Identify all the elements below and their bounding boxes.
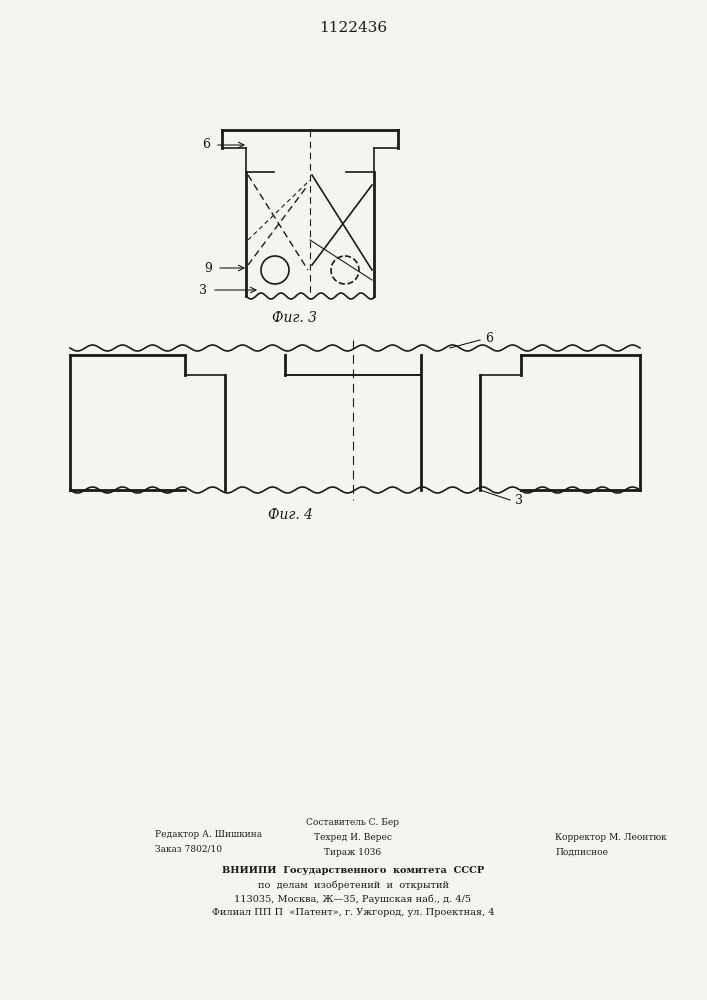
Text: 6: 6: [202, 137, 210, 150]
Text: Редактор А. Шишкина: Редактор А. Шишкина: [155, 830, 262, 839]
Text: Составитель С. Бер: Составитель С. Бер: [307, 818, 399, 827]
Text: 9: 9: [204, 261, 212, 274]
Text: 3: 3: [199, 284, 207, 296]
Text: Подписное: Подписное: [555, 848, 608, 857]
Text: Фиг. 4: Фиг. 4: [267, 508, 312, 522]
Text: по  делам  изобретений  и  открытий: по делам изобретений и открытий: [257, 880, 448, 890]
Text: ВНИИПИ  Государственного  комитета  СССР: ВНИИПИ Государственного комитета СССР: [222, 866, 484, 875]
Text: Тираж 1036: Тираж 1036: [325, 848, 382, 857]
Text: 6: 6: [485, 332, 493, 344]
Text: Фиг. 3: Фиг. 3: [272, 311, 317, 325]
Text: 3: 3: [515, 493, 523, 506]
Text: Корректор М. Леонтюк: Корректор М. Леонтюк: [555, 833, 667, 842]
Text: Заказ 7802/10: Заказ 7802/10: [155, 845, 222, 854]
Text: 113035, Москва, Ж—35, Раушская наб., д. 4/5: 113035, Москва, Ж—35, Раушская наб., д. …: [235, 894, 472, 904]
Text: Филиал ПП П  «Патент», г. Ужгород, ул. Проектная, 4: Филиал ПП П «Патент», г. Ужгород, ул. Пр…: [212, 908, 494, 917]
Text: 1122436: 1122436: [319, 21, 387, 35]
Text: Техред И. Верес: Техред И. Верес: [314, 833, 392, 842]
